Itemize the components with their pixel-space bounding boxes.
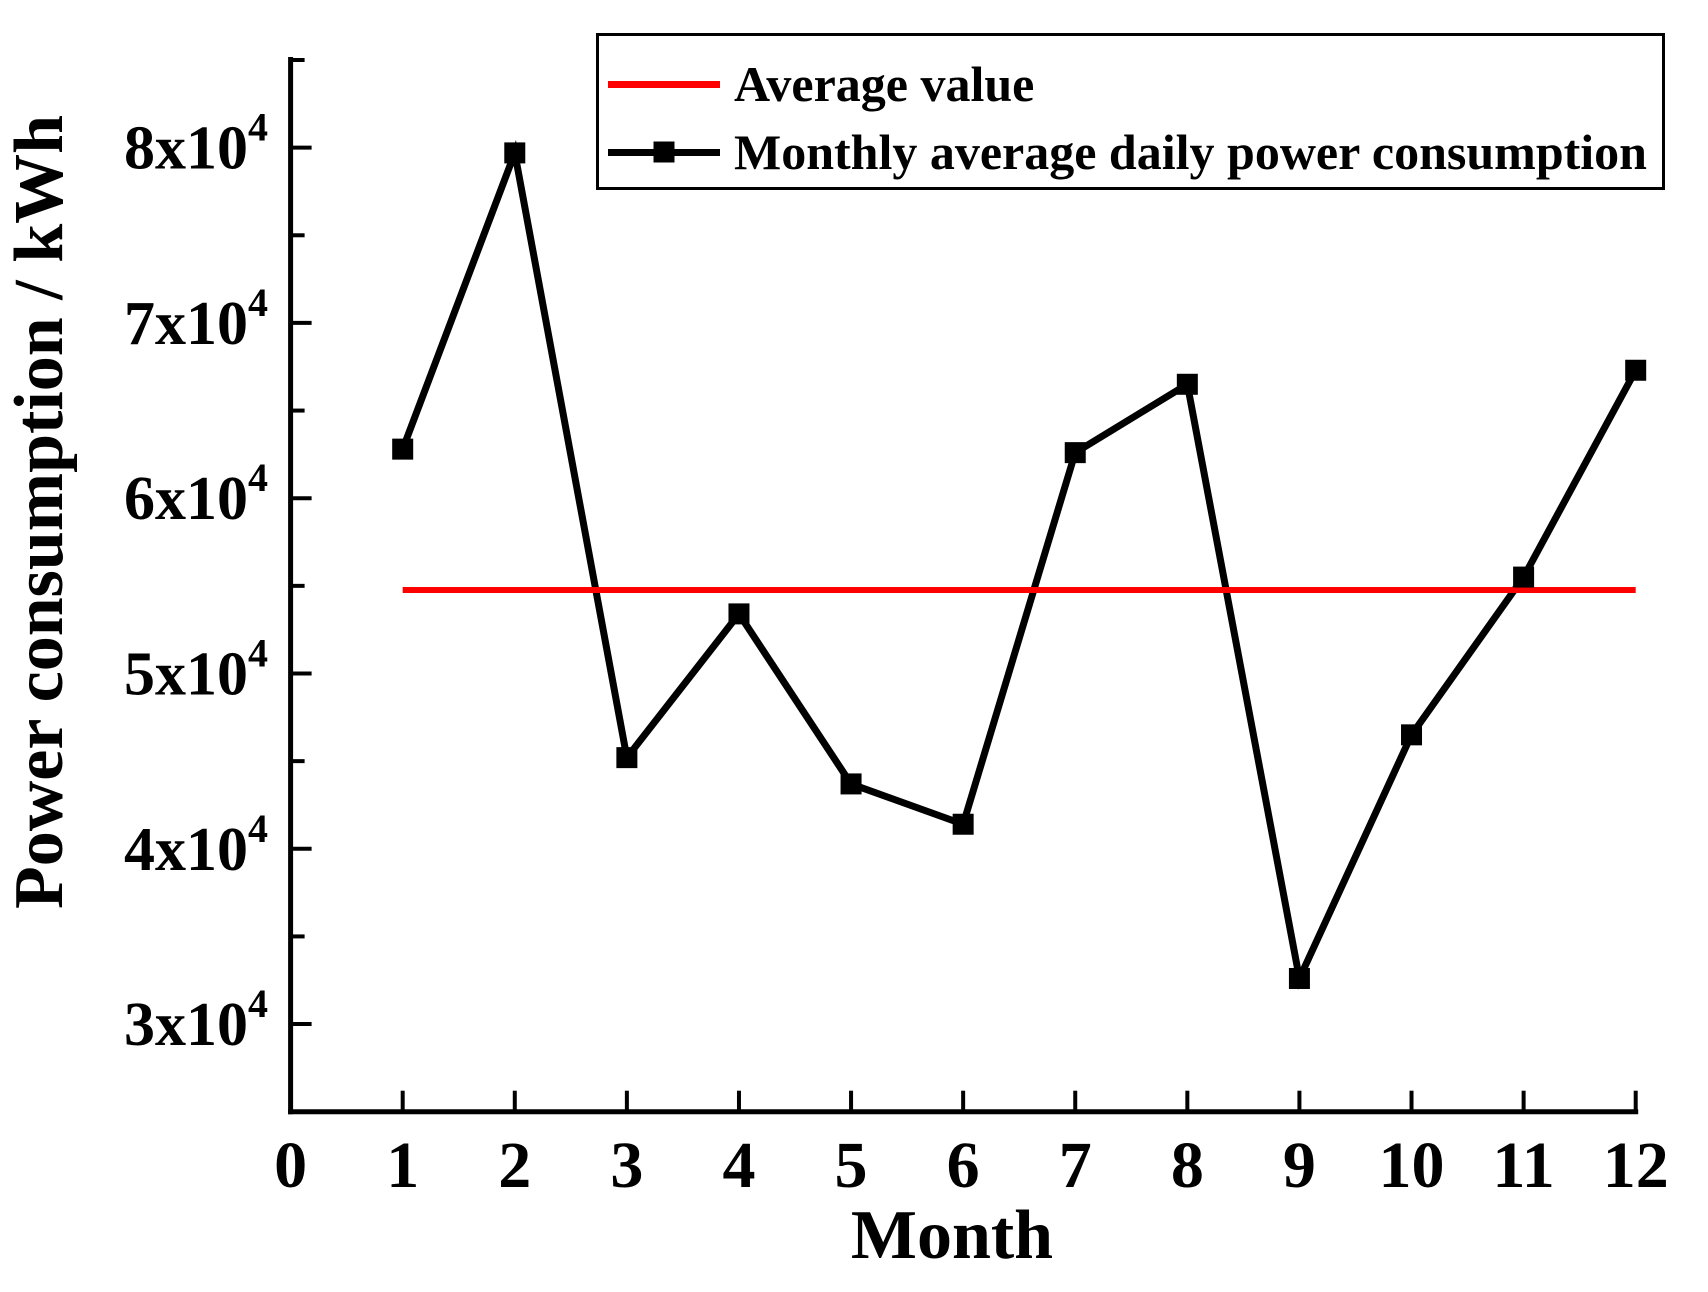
x-tick-label: 3 [610,1129,643,1202]
data-point-marker [1064,442,1086,464]
y-tick-label: 8x104 [124,105,268,183]
y-tick-label: 6x104 [124,455,268,533]
x-tick-label: 10 [1379,1129,1445,1202]
x-tick-label: 4 [722,1129,755,1202]
x-tick-label: 1 [386,1129,419,1202]
x-tick-label: 8 [1171,1129,1204,1202]
x-tick-label: 6 [947,1129,980,1202]
y-tick-label: 3x104 [124,981,268,1059]
x-tick-label: 12 [1603,1129,1669,1202]
x-tick-label: 5 [835,1129,868,1202]
series-line-swatch [608,120,720,184]
y-tick-label: 5x104 [124,630,268,708]
data-point-marker [1625,359,1647,381]
data-point-marker [840,773,862,795]
data-point-marker [616,747,638,769]
data-point-marker [728,603,750,625]
x-tick-label: 9 [1283,1129,1316,1202]
x-tick-label: 11 [1492,1129,1554,1202]
data-point-marker [1401,724,1423,746]
red-line-icon [608,80,720,88]
data-point-marker [1288,967,1310,989]
data-point-marker [1513,566,1535,588]
data-point-marker [952,813,974,835]
x-tick-label: 7 [1059,1129,1092,1202]
x-axis-title: Month [851,1197,1053,1274]
x-tick-label: 0 [274,1129,307,1202]
legend-entry-average: Average value [599,52,1662,116]
average-line-swatch [608,52,720,116]
y-axis-title: Power consumption / kWh [1,115,78,909]
data-point-marker [504,142,526,164]
data-point-marker [392,438,414,460]
black-line-icon [608,141,720,163]
legend: Average value Monthly average daily powe… [596,33,1665,190]
square-marker-icon [653,141,675,163]
y-tick-label: 7x104 [124,280,268,358]
legend-entry-series: Monthly average daily power consumption [599,120,1662,184]
data-point-marker [1176,373,1198,395]
y-tick-label: 4x104 [124,806,268,884]
x-tick-label: 2 [498,1129,531,1202]
legend-label-series: Monthly average daily power consumption [734,124,1647,180]
series-line [399,139,1639,990]
legend-label-average: Average value [734,56,1035,112]
